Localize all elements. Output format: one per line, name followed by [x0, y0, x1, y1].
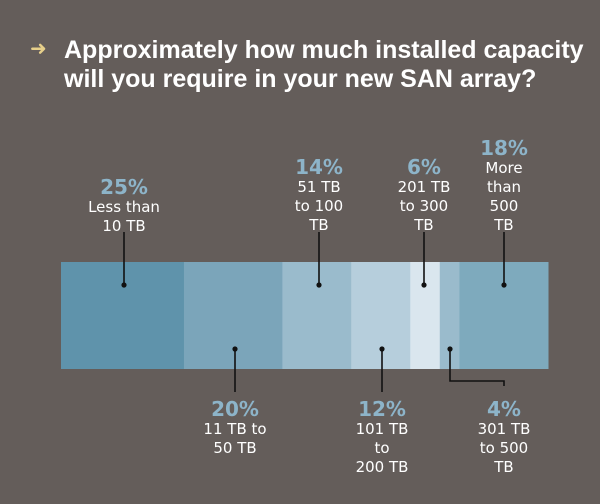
pct-label: 18% — [480, 136, 528, 160]
leader-dot-5 — [447, 346, 453, 352]
leader-dot-4 — [421, 282, 427, 288]
label-6: 18% More than 500 TB — [449, 137, 559, 235]
label-5: 4% 301 TB to 500 TB — [449, 398, 559, 477]
leader-line-5 — [449, 349, 505, 386]
bar-segment-4 — [410, 262, 441, 369]
category-label: Less than 10 TB — [88, 198, 160, 235]
bar-segment-2 — [282, 262, 352, 369]
chart-title: Approximately how much installed capacit… — [64, 36, 584, 93]
leader-dot-3 — [379, 346, 385, 352]
pct-label: 20% — [211, 397, 259, 421]
category-label: 301 TB to 500 TB — [477, 420, 531, 476]
pct-label: 12% — [358, 397, 406, 421]
bar-segment-0 — [61, 262, 185, 369]
label-4: 6% 201 TB to 300 TB — [369, 156, 479, 235]
category-label: More than 500 TB — [485, 159, 523, 234]
category-label: 101 TB to 200 TB — [355, 420, 409, 476]
category-label: 201 TB to 300 TB — [397, 178, 451, 234]
leader-dot-0 — [121, 282, 127, 288]
leader-dot-1 — [232, 346, 238, 352]
arrow-right-icon: ➜ — [30, 36, 47, 60]
leader-dot-2 — [316, 282, 322, 288]
category-label: 11 TB to 50 TB — [203, 420, 267, 457]
label-0: 25% Less than 10 TB — [69, 176, 179, 236]
category-label: 51 TB to 100 TB — [294, 178, 344, 234]
bar-segment-3 — [351, 262, 411, 369]
label-1: 20% 11 TB to 50 TB — [180, 398, 290, 458]
leader-dot-6 — [501, 282, 507, 288]
bar-segment-1 — [183, 262, 283, 369]
pct-label: 25% — [100, 175, 148, 199]
bar-segment-5 — [439, 262, 460, 369]
label-3: 12% 101 TB to 200 TB — [327, 398, 437, 477]
label-2: 14% 51 TB to 100 TB — [264, 156, 374, 235]
pct-label: 14% — [295, 155, 343, 179]
pct-label: 4% — [487, 397, 521, 421]
pct-label: 6% — [407, 155, 441, 179]
